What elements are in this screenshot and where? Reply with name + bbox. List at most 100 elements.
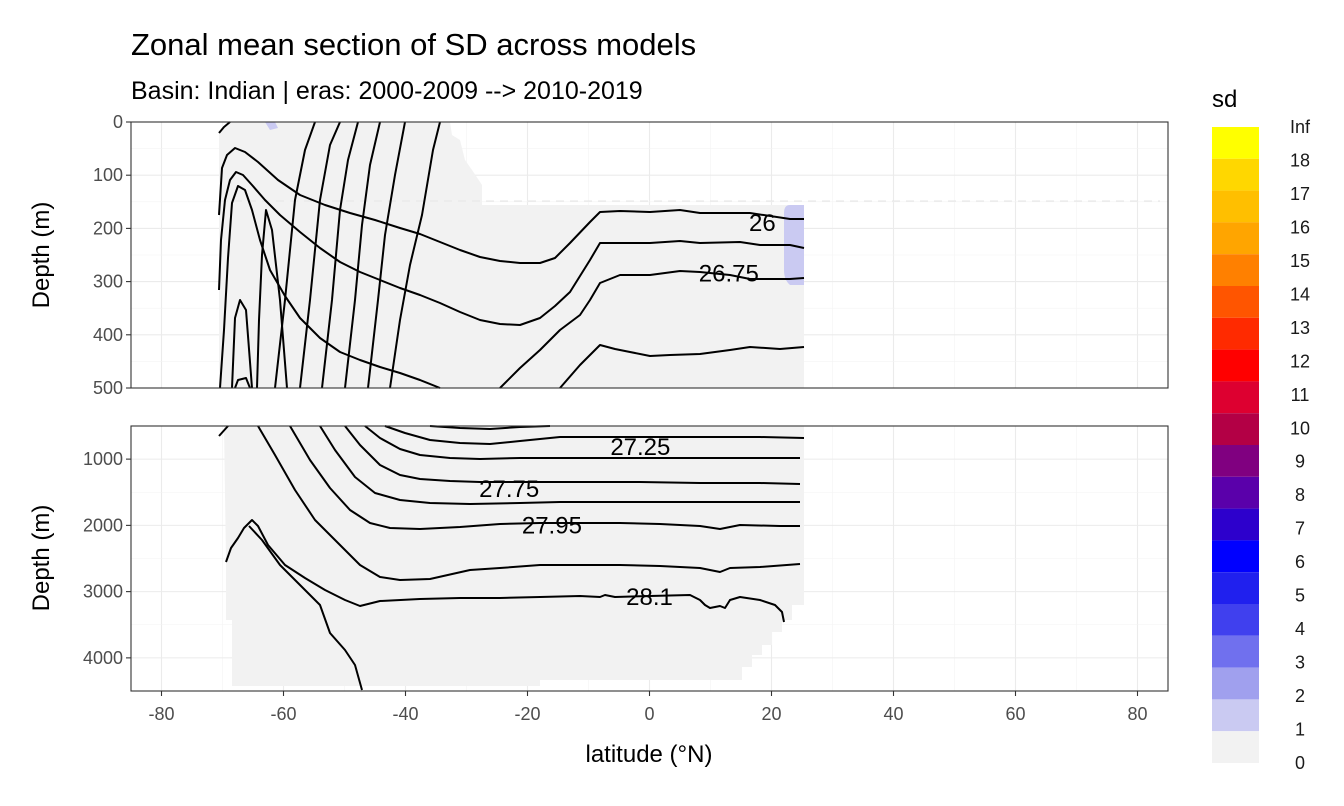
legend-key (1212, 731, 1259, 763)
contour-line (384, 425, 805, 445)
panel-upper-border (130, 121, 1169, 389)
contour-line (364, 425, 800, 460)
y-tick-label: 4000 (83, 648, 123, 668)
contour-line (256, 209, 288, 389)
legend-key (1212, 699, 1259, 732)
contour-label: 27.25 (610, 434, 670, 461)
legend-label: 0 (1295, 753, 1305, 773)
contour-line (344, 425, 801, 485)
panel-upper-y-axis: 0 100 200 300 400 500 (93, 112, 131, 398)
sd-fill-low (219, 122, 804, 388)
contour-line (319, 425, 800, 505)
y-tick-label: 1000 (83, 449, 123, 469)
contour-label: 26.75 (699, 261, 759, 288)
sd-fill-low (224, 426, 804, 686)
legend-label: 1 (1295, 720, 1305, 740)
legend-label: 12 (1290, 351, 1310, 371)
legend-title: sd (1212, 86, 1237, 113)
contour-line (218, 147, 804, 264)
legend-label: 11 (1291, 385, 1310, 405)
panel-lower-y-axis: 1000 2000 3000 4000 (83, 449, 131, 668)
legend-label: 15 (1290, 251, 1310, 271)
x-tick-label: -20 (514, 704, 540, 724)
x-tick-label: 80 (1127, 704, 1147, 724)
legend-label: 9 (1295, 452, 1305, 472)
contour-line (321, 121, 359, 389)
y-axis-title: Depth (m) (28, 202, 55, 309)
legend-label: 3 (1295, 653, 1305, 673)
y-tick-label: 300 (93, 272, 123, 292)
x-tick-label: 0 (644, 704, 654, 724)
contour-label: 26 (749, 210, 776, 237)
contour-line (257, 425, 801, 581)
legend-label: 14 (1290, 284, 1310, 304)
panel-lower-contour-labels: 27.25 27.75 27.95 28.1 (479, 434, 673, 611)
contour-line (231, 299, 253, 389)
chart-title: Zonal mean section of SD across models (131, 27, 696, 62)
legend-label: 17 (1290, 184, 1310, 204)
legend-key (1212, 572, 1259, 604)
panel-upper-contour-labels: 26 26.75 (699, 210, 776, 288)
contour-line (274, 121, 316, 389)
y-tick-label: 0 (113, 112, 123, 132)
x-axis-title: latitude (°N) (586, 741, 713, 768)
y-axis-title: Depth (m) (28, 505, 55, 612)
contour-line (289, 425, 800, 530)
contour-line (299, 121, 341, 389)
legend-key (1212, 508, 1259, 541)
contour-line (499, 270, 805, 389)
legend-key (1212, 127, 1259, 159)
legend-key (1212, 190, 1259, 223)
legend-key (1212, 667, 1259, 700)
contour-line (344, 121, 381, 389)
contour-line (218, 121, 231, 134)
y-tick-label: 400 (93, 325, 123, 345)
y-tick-label: 100 (93, 165, 123, 185)
x-tick-label: -60 (270, 704, 296, 724)
contour-label: 28.1 (626, 584, 673, 611)
legend-label: 18 (1290, 150, 1310, 170)
contour-line (218, 171, 805, 326)
legend-label: 7 (1295, 519, 1305, 539)
y-tick-label: 2000 (83, 515, 123, 535)
y-tick-label: 500 (93, 378, 123, 398)
contour-line (559, 344, 805, 389)
legend-label: 6 (1295, 552, 1305, 572)
x-tick-label: -40 (392, 704, 418, 724)
legend-key (1212, 445, 1259, 477)
x-axis: -80 -60 -40 -20 0 20 40 60 80 (148, 691, 1148, 724)
legend-key (1212, 349, 1259, 382)
chart-subtitle: Basin: Indian | eras: 2000-2009 --> 2010… (131, 77, 643, 105)
panel-lower-sd-fill (224, 426, 804, 686)
panel-lower: 27.25 27.75 27.95 28.1 1000 2000 3000 4000 Dep… (28, 425, 1169, 692)
contour-line (248, 525, 363, 691)
panel-upper: 26 26.75 0 100 200 300 400 500 Depth (m) (28, 112, 1169, 398)
contour-label: 27.95 (522, 512, 582, 539)
legend-label: 13 (1290, 318, 1310, 338)
legend-key (1212, 254, 1259, 286)
legend-label: 8 (1295, 485, 1305, 505)
contour-line (367, 121, 406, 389)
contour-line (429, 425, 551, 430)
contour-line (218, 425, 229, 437)
legend-label: 10 (1290, 418, 1310, 438)
legend-key (1212, 317, 1259, 350)
legend-label: 2 (1295, 686, 1305, 706)
legend-label: 5 (1295, 586, 1305, 606)
legend-key (1212, 476, 1259, 509)
legend-key (1212, 604, 1259, 636)
legend-key (1212, 635, 1259, 668)
contour-line (225, 519, 785, 623)
x-tick-label: 20 (761, 704, 781, 724)
y-tick-label: 3000 (83, 582, 123, 602)
x-tick-label: 40 (883, 704, 903, 724)
legend-key (1212, 540, 1259, 573)
contour-line (234, 377, 251, 389)
x-tick-label: 60 (1005, 704, 1025, 724)
sd-fill-high (265, 122, 278, 130)
panel-upper-contours (218, 121, 805, 389)
legend-key (1212, 222, 1259, 255)
